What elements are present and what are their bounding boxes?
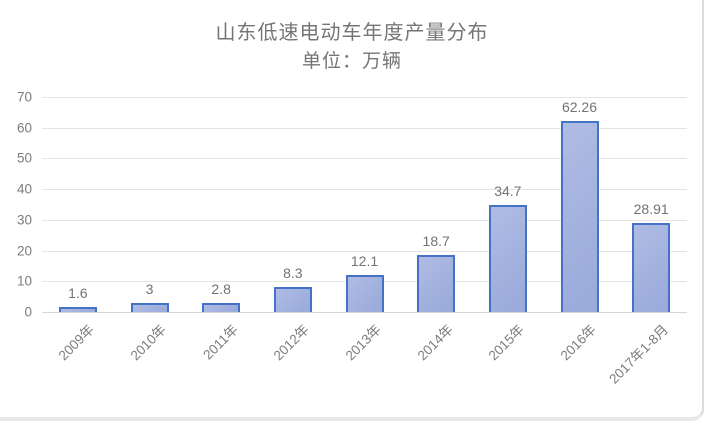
gridline xyxy=(42,158,687,160)
y-tick-label: 60 xyxy=(16,120,32,136)
y-tick-label: 50 xyxy=(16,150,32,166)
bar-2015年[interactable] xyxy=(488,205,527,312)
y-tick-label: 70 xyxy=(16,89,32,105)
x-tick-label: 2011年 xyxy=(199,321,241,363)
x-tick-label: 2009年 xyxy=(55,321,98,364)
value-label: 2.8 xyxy=(211,281,231,298)
value-label: 34.7 xyxy=(494,183,522,200)
bar-2014年[interactable] xyxy=(417,254,456,312)
y-tick-label: 30 xyxy=(16,212,32,228)
x-tick-label: 2016年 xyxy=(557,321,599,364)
value-label: 8.3 xyxy=(283,264,303,281)
y-tick-label: 40 xyxy=(16,181,32,197)
gridline xyxy=(42,97,687,98)
x-tick-label: 2015年 xyxy=(485,321,528,364)
bar-2012年[interactable] xyxy=(273,286,312,312)
chart-subtitle: 单位：万辆 xyxy=(301,51,402,72)
gridline xyxy=(42,219,687,221)
value-label: 28.91 xyxy=(633,201,669,218)
value-label: 12.1 xyxy=(350,252,379,269)
x-tick-label: 2013年 xyxy=(342,321,384,364)
y-tick-label: 0 xyxy=(24,304,32,320)
bar-2017年1-8月[interactable] xyxy=(632,223,671,312)
value-label: 62.26 xyxy=(561,98,598,115)
y-tick-label: 20 xyxy=(16,243,32,259)
bar-2010年[interactable] xyxy=(130,302,169,312)
x-tick-label: 2012年 xyxy=(270,321,313,364)
gridline xyxy=(42,127,687,129)
gridline xyxy=(42,189,687,191)
value-label: 1.6 xyxy=(68,285,88,302)
value-label: 18.7 xyxy=(422,232,450,249)
x-tick-label: 2010年 xyxy=(127,321,169,364)
bar-2013年[interactable] xyxy=(345,274,384,312)
value-label: 3 xyxy=(145,280,154,297)
x-tick-label: 2014年 xyxy=(414,321,456,364)
x-tick-label: 2017年1-8月 xyxy=(605,321,671,387)
bar-2009年[interactable] xyxy=(58,307,97,312)
y-tick-label: 10 xyxy=(16,273,32,289)
bar-2016年[interactable] xyxy=(560,120,599,312)
bar-2011年[interactable] xyxy=(202,303,241,312)
x-axis-line xyxy=(42,312,687,313)
plot-area: 0 10 20 30 40 50 60 70 1.6 2009年 3 2010年 2.8 2011年 8.3… xyxy=(17,90,687,387)
gridline xyxy=(42,250,687,252)
chart-title: 山东低速电动车年度产量分布 xyxy=(215,22,489,44)
